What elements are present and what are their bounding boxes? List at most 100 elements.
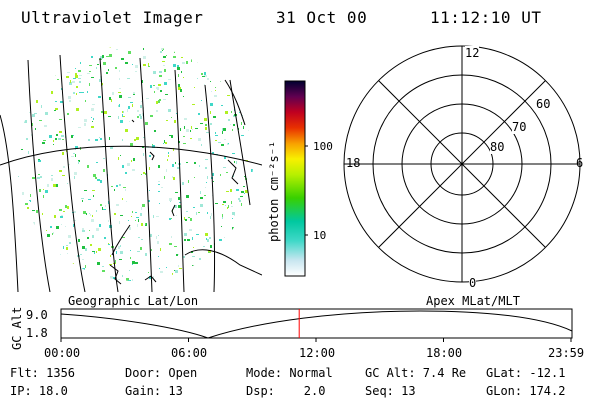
uv-pixel [245, 69, 247, 71]
uv-pixel [35, 46, 36, 48]
uv-pixel [175, 162, 176, 164]
uv-pixel [46, 230, 47, 231]
uv-pixel [123, 187, 126, 188]
uv-pixel [103, 62, 106, 65]
uv-pixel [228, 119, 230, 121]
uv-pixel [119, 78, 120, 80]
uv-pixel [54, 215, 56, 218]
uv-pixel [244, 236, 245, 239]
uv-pixel [246, 224, 248, 227]
uv-pixel [200, 276, 202, 279]
uv-pixel [131, 216, 132, 217]
uv-pixel [106, 72, 108, 74]
uv-pixel [51, 91, 53, 94]
uv-pixel [122, 139, 123, 141]
uv-pixel [99, 79, 102, 82]
uv-pixel [143, 56, 146, 59]
uv-pixel [118, 92, 121, 93]
uv-pixel [243, 64, 246, 67]
uv-pixel [52, 233, 53, 235]
uv-pixel [135, 262, 138, 264]
uv-pixel [130, 250, 131, 251]
uv-pixel [153, 71, 156, 74]
uv-pixel [21, 49, 23, 50]
uv-pixel [91, 280, 93, 281]
uv-pixel [69, 100, 71, 102]
uv-pixel [149, 190, 150, 191]
uv-pixel [168, 79, 171, 80]
uv-pixel [158, 100, 160, 103]
uv-pixel [74, 282, 76, 285]
uv-pixel [193, 207, 195, 208]
uv-pixel [158, 256, 159, 257]
uv-pixel [109, 54, 112, 57]
uv-pixel [248, 130, 250, 131]
uv-pixel [128, 106, 130, 109]
uv-pixel [66, 245, 68, 246]
uv-pixel [61, 88, 62, 90]
uv-pixel [84, 190, 87, 191]
uv-pixel [66, 76, 69, 78]
uv-pixel [35, 128, 36, 130]
uv-pixel [64, 265, 67, 266]
uv-pixel [255, 105, 258, 106]
uv-pixel [88, 139, 90, 141]
uv-pixel [14, 74, 17, 76]
uv-pixel [204, 72, 206, 75]
uv-pixel [101, 111, 103, 113]
uv-pixel [78, 161, 79, 164]
uv-pixel [206, 238, 207, 240]
uv-pixel [25, 274, 26, 277]
uv-pixel [122, 275, 123, 277]
uv-pixel [78, 239, 80, 242]
uv-pixel [232, 212, 235, 215]
uv-pixel [223, 167, 226, 168]
uv-pixel [160, 90, 162, 92]
uv-pixel [259, 232, 260, 233]
uv-pixel [186, 195, 189, 198]
uv-pixel [228, 267, 230, 270]
uv-pixel [32, 73, 35, 75]
uv-pixel [210, 81, 211, 82]
uv-pixel [24, 256, 25, 257]
uv-pixel [255, 249, 257, 251]
uv-pixel [75, 68, 76, 69]
uv-pixel [45, 190, 48, 193]
uv-pixel [200, 204, 203, 207]
uv-pixel [136, 217, 139, 218]
uv-pixel [41, 105, 42, 108]
uv-pixel [184, 126, 185, 129]
uv-pixel [252, 182, 253, 184]
uv-pixel [166, 55, 167, 56]
uv-pixel [235, 75, 238, 77]
uv-pixel [137, 116, 139, 118]
uv-pixel [205, 187, 206, 188]
uv-pixel [100, 180, 102, 183]
uv-pixel [232, 227, 234, 230]
uv-pixel [156, 110, 158, 112]
uv-pixel [138, 237, 140, 238]
uv-pixel [171, 117, 172, 118]
uv-pixel [194, 87, 195, 88]
uv-pixel [44, 245, 46, 246]
uv-pixel [179, 202, 181, 203]
uv-pixel [47, 49, 49, 50]
colorbar-tick-100: 100 [313, 140, 333, 153]
uv-pixel [234, 66, 235, 69]
mlt-label-12: 12 [465, 46, 480, 60]
uv-pixel [40, 262, 42, 263]
uv-pixel [38, 259, 39, 260]
uv-pixel [215, 132, 216, 134]
uv-pixel [115, 249, 117, 250]
uv-pixel [198, 138, 201, 141]
x-tick-1800: 18:00 [426, 346, 463, 360]
uv-pixel [238, 128, 239, 130]
uv-pixel [95, 177, 97, 179]
uv-pixel [94, 252, 95, 254]
uv-pixel [241, 135, 244, 136]
uv-pixel [55, 184, 58, 187]
uv-pixel [30, 200, 31, 202]
uv-pixel [43, 267, 44, 270]
uv-pixel [36, 100, 38, 103]
uv-pixel [244, 284, 245, 286]
